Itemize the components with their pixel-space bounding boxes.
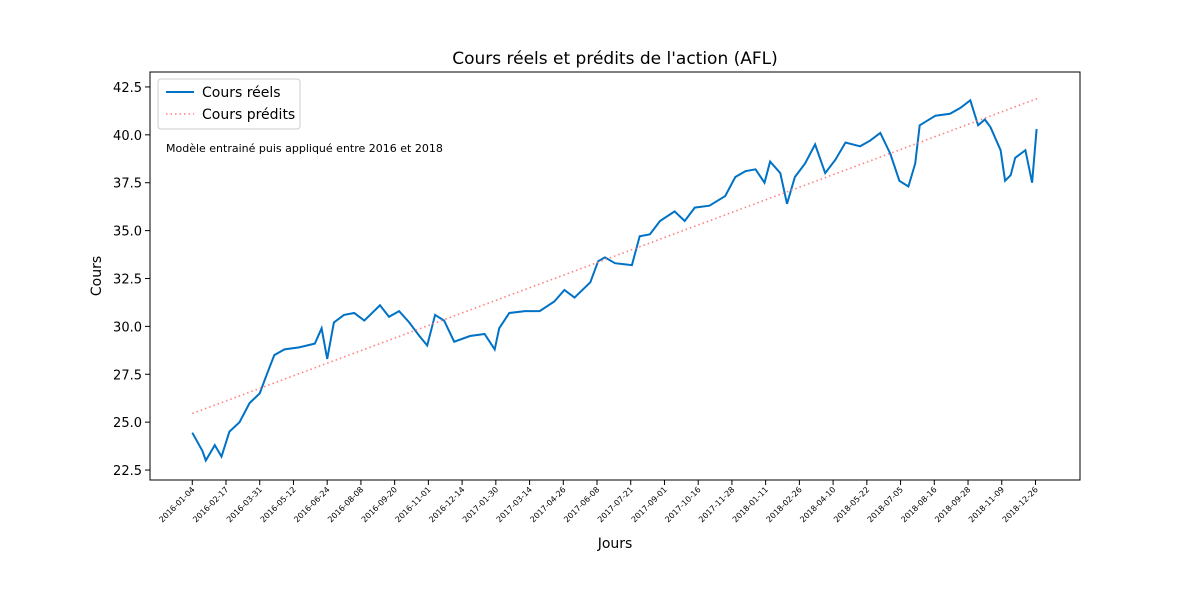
y-tick-label: 35.0 [113, 225, 142, 240]
legend-label: Cours réels [202, 85, 281, 101]
y-tick-label: 42.5 [113, 81, 142, 96]
series-line [191, 98, 1038, 463]
y-tick-label: 32.5 [113, 272, 142, 287]
series-line [192, 97, 1038, 415]
annotation: Modèle entrainé puis appliqué entre 2016… [166, 142, 443, 155]
x-axis-label: Jours [597, 536, 633, 552]
y-tick-label: 40.0 [113, 129, 142, 144]
x-tick-label: 2018-12-26 [1001, 485, 1040, 524]
y-tick-label: 22.5 [113, 464, 142, 479]
y-tick-label: 30.0 [113, 320, 142, 335]
legend-label: Cours prédits [202, 107, 295, 123]
plot-frame [149, 71, 1081, 481]
chart-title: Cours réels et prédits de l'action (AFL) [452, 49, 778, 69]
y-tick-label: 37.5 [113, 177, 142, 192]
y-tick-label: 27.5 [113, 368, 142, 383]
y-axis-label: Cours [89, 256, 105, 296]
y-tick-label: 25.0 [113, 416, 142, 431]
